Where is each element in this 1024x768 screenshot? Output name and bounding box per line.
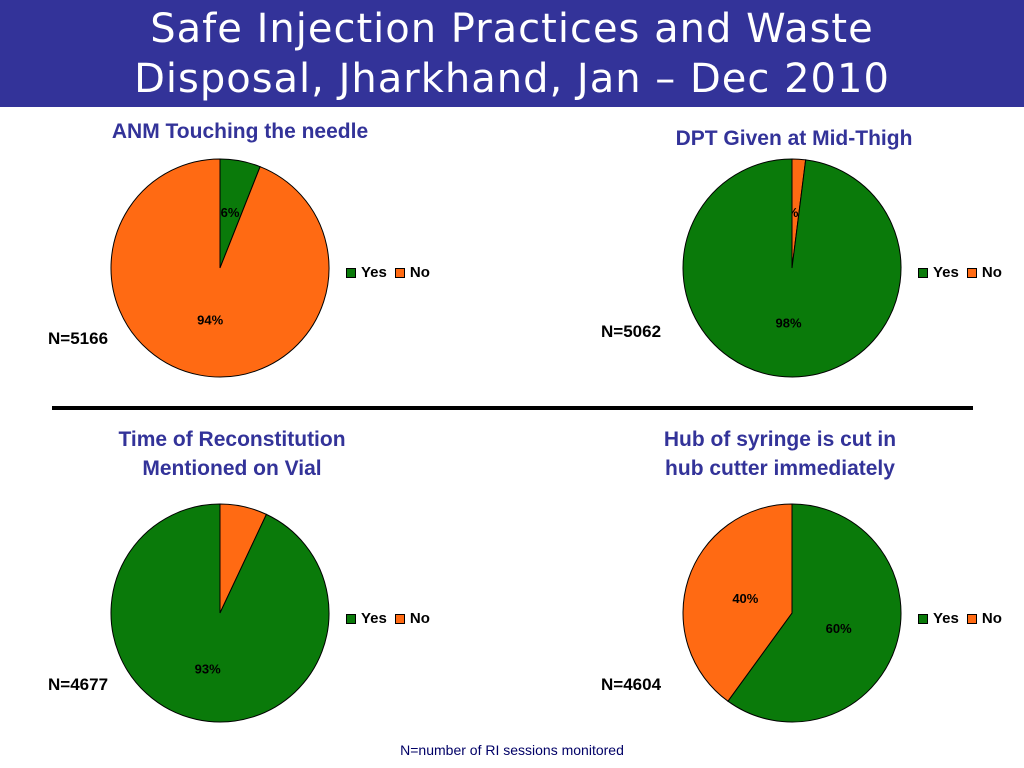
chart-2-legend: Yes No [918, 264, 1010, 281]
legend-item-no: No [394, 610, 430, 627]
footnote: N=number of RI sessions monitored [400, 742, 624, 758]
chart-4-title: Hub of syringe is cut in hub cutter imme… [600, 425, 960, 483]
legend-item-yes: Yes [918, 264, 959, 281]
slice-label-yes: 6% [221, 205, 240, 220]
legend-swatch-no [966, 267, 977, 278]
legend-swatch-yes [918, 267, 928, 278]
chart-1-n-label: N=5166 [48, 329, 109, 348]
legend-item-no: No [966, 610, 1002, 627]
slice-label-yes: 60% [826, 621, 852, 636]
legend-item-no: No [394, 264, 430, 281]
chart-3-n-label: N=4677 [48, 675, 109, 694]
slice-label-yes: 93% [195, 661, 221, 676]
legend-label-no: No [409, 264, 430, 281]
chart-4-n-label: N=4604 [601, 675, 662, 694]
legend-item-yes: Yes [918, 610, 959, 627]
chart-2-n-label: N=5062 [601, 322, 662, 341]
legend-swatch-no [966, 613, 977, 624]
legend-swatch-yes [346, 267, 356, 278]
pie-slice-no [110, 158, 330, 378]
chart-4-legend: Yes No [918, 610, 1010, 627]
pie-slice-yes [727, 503, 902, 723]
legend-label-yes: Yes [361, 264, 387, 281]
legend-swatch-no [394, 613, 405, 624]
legend-item-no: No [966, 264, 1002, 281]
legend-swatch-no [394, 267, 405, 278]
slice-label-yes: 98% [776, 315, 802, 330]
pie-slice-yes [110, 503, 330, 723]
pie-slice-yes [682, 158, 902, 378]
chart-3-title-line-2: Mentioned on Vial [142, 457, 322, 480]
slice-label-no: 40% [732, 591, 758, 606]
chart-3-title-line-1: Time of Reconstitution [118, 428, 346, 451]
legend-label-no: No [981, 264, 1002, 281]
chart-3-legend: Yes No [346, 610, 438, 627]
section-divider [52, 406, 973, 410]
chart-3-pie: 7%93% [110, 503, 330, 723]
legend-label-yes: Yes [361, 610, 387, 627]
page-title-line-1: Safe Injection Practices and Waste [150, 6, 874, 52]
chart-2-pie: 2%98% [682, 158, 902, 378]
legend-swatch-yes [346, 613, 356, 624]
legend-label-no: No [409, 610, 430, 627]
pie-slice-no [682, 503, 793, 702]
chart-4-title-line-1: Hub of syringe is cut in [663, 428, 897, 451]
chart-1-pie: 6% 94% [110, 158, 330, 378]
legend-swatch-yes [918, 613, 928, 624]
slice-label-no: 94% [197, 312, 223, 327]
chart-3-title: Time of Reconstitution Mentioned on Vial [52, 425, 412, 483]
legend-label-no: No [981, 610, 1002, 627]
chart-4-pie: 60% 40% [682, 503, 902, 723]
title-bar [0, 0, 1024, 107]
legend-item-yes: Yes [346, 264, 387, 281]
chart-2-title: DPT Given at Mid-Thigh [675, 127, 913, 150]
page-title-line-2: Disposal, Jharkhand, Jan – Dec 2010 [134, 56, 890, 102]
page-title: Safe Injection Practices and Waste Dispo… [0, 4, 1024, 104]
chart-1-legend: Yes No [346, 264, 438, 281]
chart-4-title-line-2: hub cutter immediately [665, 457, 895, 480]
legend-label-yes: Yes [933, 264, 959, 281]
legend-item-yes: Yes [346, 610, 387, 627]
chart-1-title: ANM Touching the needle [111, 120, 369, 143]
legend-label-yes: Yes [933, 610, 959, 627]
